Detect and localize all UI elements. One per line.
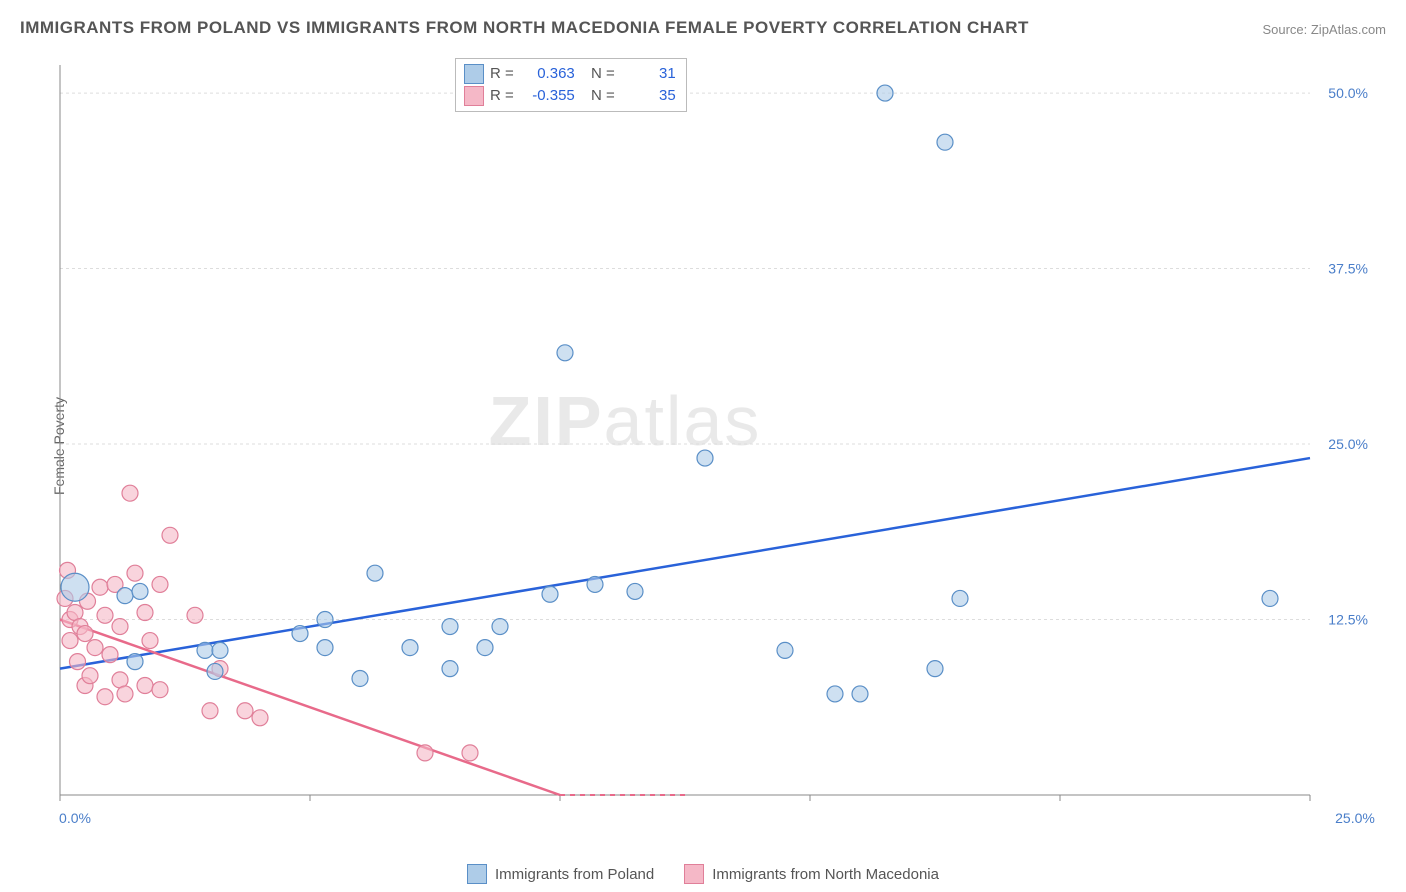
swatch-pink-icon [684, 864, 704, 884]
legend-label-macedonia: Immigrants from North Macedonia [712, 866, 939, 883]
data-point-poland [777, 642, 793, 658]
series-legend: Immigrants from Poland Immigrants from N… [0, 864, 1406, 884]
data-point-macedonia [162, 527, 178, 543]
data-point-macedonia [127, 565, 143, 581]
data-point-poland [352, 670, 368, 686]
data-point-macedonia [462, 745, 478, 761]
plot-svg: ZIPatlas 12.5% 25.0% 37.5% 50.0% 0.0% 25.0% [50, 55, 1380, 830]
svg-text:37.5%: 37.5% [1328, 261, 1368, 277]
r-value-poland: 0.363 [520, 63, 575, 85]
data-point-poland [877, 85, 893, 101]
legend-item-poland: Immigrants from Poland [467, 864, 654, 884]
data-point-macedonia [122, 485, 138, 501]
data-point-poland [317, 640, 333, 656]
data-point-macedonia [417, 745, 433, 761]
data-point-poland [937, 134, 953, 150]
data-point-macedonia [117, 686, 133, 702]
swatch-blue-icon [464, 64, 484, 84]
data-point-poland [127, 654, 143, 670]
data-point-poland [477, 640, 493, 656]
n-label: N = [591, 85, 615, 107]
r-label: R = [490, 85, 514, 107]
data-point-poland [442, 661, 458, 677]
scatter-plot: ZIPatlas 12.5% 25.0% 37.5% 50.0% 0.0% 25.0% [50, 55, 1380, 830]
data-point-macedonia [102, 647, 118, 663]
stats-row-poland: R = 0.363 N = 31 [464, 63, 676, 85]
data-point-poland [1262, 590, 1278, 606]
chart-title: IMMIGRANTS FROM POLAND VS IMMIGRANTS FRO… [20, 18, 1029, 38]
data-point-poland [367, 565, 383, 581]
n-label: N = [591, 63, 615, 85]
n-value-macedonia: 35 [621, 85, 676, 107]
swatch-pink-icon [464, 86, 484, 106]
data-point-macedonia [237, 703, 253, 719]
data-point-poland [442, 619, 458, 635]
data-point-poland [587, 576, 603, 592]
data-point-poland [852, 686, 868, 702]
data-point-macedonia [142, 633, 158, 649]
stats-row-macedonia: R = -0.355 N = 35 [464, 85, 676, 107]
data-point-poland [827, 686, 843, 702]
data-point-poland [317, 612, 333, 628]
swatch-blue-icon [467, 864, 487, 884]
data-point-macedonia [97, 607, 113, 623]
svg-text:50.0%: 50.0% [1328, 85, 1368, 101]
source-attribution: Source: ZipAtlas.com [1262, 22, 1386, 37]
correlation-stats-legend: R = 0.363 N = 31 R = -0.355 N = 35 [455, 58, 687, 112]
svg-text:12.5%: 12.5% [1328, 612, 1368, 628]
svg-text:25.0%: 25.0% [1328, 436, 1368, 452]
svg-text:ZIPatlas: ZIPatlas [489, 382, 762, 460]
data-point-macedonia [112, 619, 128, 635]
data-point-macedonia [152, 682, 168, 698]
data-point-macedonia [137, 678, 153, 694]
r-label: R = [490, 63, 514, 85]
data-point-poland [542, 586, 558, 602]
data-point-macedonia [187, 607, 203, 623]
legend-item-macedonia: Immigrants from North Macedonia [684, 864, 939, 884]
data-point-macedonia [87, 640, 103, 656]
data-point-poland [697, 450, 713, 466]
data-point-poland [117, 588, 133, 604]
data-point-macedonia [137, 605, 153, 621]
r-value-macedonia: -0.355 [520, 85, 575, 107]
data-point-poland [212, 642, 228, 658]
data-point-macedonia [62, 633, 78, 649]
data-point-poland [492, 619, 508, 635]
data-point-macedonia [82, 668, 98, 684]
legend-label-poland: Immigrants from Poland [495, 866, 654, 883]
data-point-poland [197, 642, 213, 658]
data-point-poland [61, 573, 89, 601]
data-point-poland [292, 626, 308, 642]
data-point-macedonia [92, 579, 108, 595]
data-point-macedonia [97, 689, 113, 705]
svg-text:25.0%: 25.0% [1335, 810, 1375, 826]
data-point-macedonia [152, 576, 168, 592]
svg-text:0.0%: 0.0% [59, 810, 91, 826]
data-point-macedonia [202, 703, 218, 719]
data-point-poland [132, 583, 148, 599]
data-point-poland [927, 661, 943, 677]
data-point-poland [952, 590, 968, 606]
data-point-poland [207, 663, 223, 679]
data-point-macedonia [252, 710, 268, 726]
data-point-macedonia [70, 654, 86, 670]
data-point-macedonia [77, 626, 93, 642]
data-point-poland [557, 345, 573, 361]
n-value-poland: 31 [621, 63, 676, 85]
data-point-poland [402, 640, 418, 656]
data-point-poland [627, 583, 643, 599]
